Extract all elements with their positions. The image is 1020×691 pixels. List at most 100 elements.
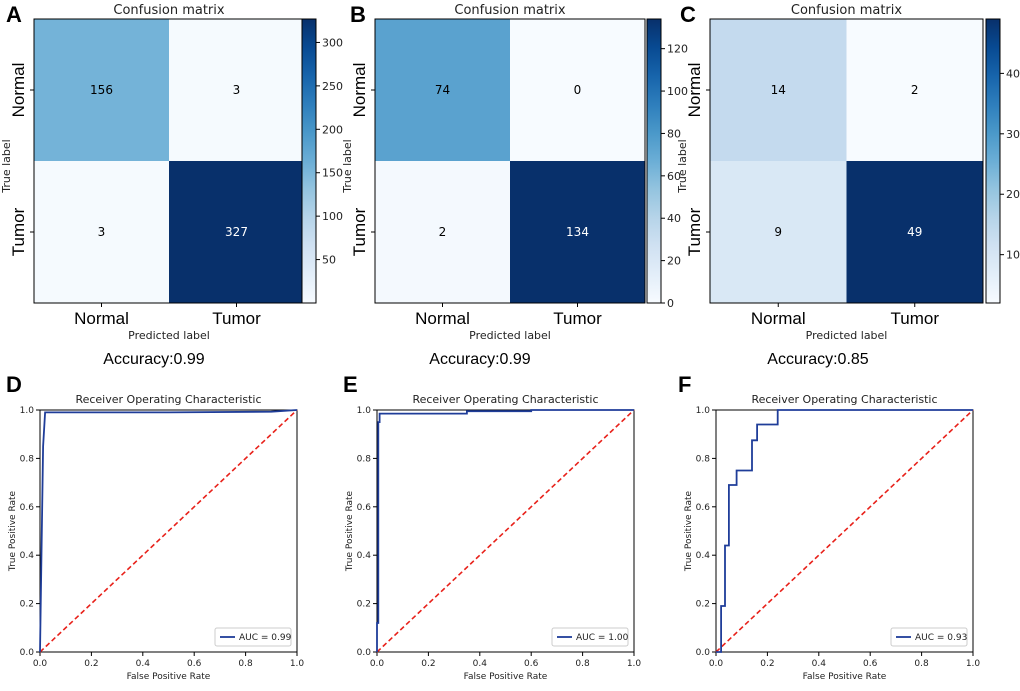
- cell-value: 9: [774, 225, 782, 239]
- roc-panel-e: E Receiver Operating Characteristic 0.00.0…: [343, 372, 641, 682]
- chart-title: Confusion matrix: [113, 3, 224, 18]
- colorbar: [985, 18, 1001, 304]
- cell-value: 2: [439, 225, 447, 239]
- colorbar-tick-label: 40: [667, 212, 681, 225]
- cell-value: 2: [911, 83, 919, 97]
- panel-letter: E: [343, 372, 358, 397]
- y-axis-label: True label: [676, 139, 689, 193]
- y-tick-label: 0.4: [20, 551, 35, 561]
- colorbar-tick-label: 80: [667, 127, 681, 140]
- plot-frame: [709, 18, 984, 304]
- legend: AUC = 0.93: [890, 627, 968, 647]
- plot-frame: [374, 18, 646, 304]
- cell-value: 14: [771, 83, 786, 97]
- x-tick-label: Normal: [751, 309, 806, 328]
- x-tick-label: 0.0: [33, 659, 48, 669]
- y-tick-label: Tumor: [9, 207, 28, 256]
- x-tick-label: 1.0: [627, 659, 642, 669]
- y-tick-label: 0.0: [696, 648, 711, 658]
- colorbar-tick-label: 150: [322, 167, 343, 180]
- legend-box: [551, 627, 629, 647]
- y-tick-label: Tumor: [685, 207, 704, 256]
- colorbar-tick-label: 100: [322, 210, 343, 223]
- colorbar: [646, 18, 662, 304]
- legend-label: AUC = 1.00: [576, 633, 629, 643]
- chance-line: [376, 409, 635, 653]
- legend-label: AUC = 0.93: [915, 633, 967, 643]
- y-tick-label: 1.0: [357, 406, 372, 416]
- x-tick-label: 0.2: [84, 659, 98, 669]
- matrix-cell: [169, 19, 304, 161]
- y-tick-label: 0.4: [696, 551, 711, 561]
- y-tick-label: 0.8: [20, 454, 35, 464]
- y-tick-label: 1.0: [696, 406, 711, 416]
- x-tick-label: 0.6: [187, 659, 202, 669]
- y-axis-label: True label: [0, 139, 13, 193]
- x-tick-label: 0.2: [421, 659, 435, 669]
- matrix-cell: [846, 161, 983, 303]
- y-tick-label: 0.2: [696, 600, 710, 610]
- y-axis-label: True Positive Rate: [345, 490, 355, 572]
- accuracy-caption: Accuracy:0.85: [767, 351, 868, 368]
- legend-box: [890, 627, 968, 647]
- x-tick-label: Tumor: [212, 309, 261, 328]
- chart-title: Confusion matrix: [791, 3, 902, 18]
- y-tick-label: Normal: [350, 63, 369, 118]
- cell-value: 156: [90, 83, 113, 97]
- chart-title: Receiver Operating Characteristic: [412, 393, 598, 406]
- y-tick-label: Normal: [685, 63, 704, 118]
- cell-value: 0: [574, 83, 582, 97]
- colorbar-tick-label: 60: [667, 170, 681, 183]
- matrix-cell: [34, 161, 169, 303]
- matrix-cell: [34, 19, 169, 161]
- y-tick-label: 0.0: [20, 648, 35, 658]
- colorbar: [301, 18, 317, 304]
- x-tick-label: 0.0: [370, 659, 385, 669]
- legend: AUC = 1.00: [551, 627, 629, 647]
- colorbar-tick-label: 10: [1006, 249, 1020, 262]
- colorbar-tick-label: 50: [322, 254, 336, 267]
- chart-title: Receiver Operating Characteristic: [751, 393, 937, 406]
- matrix-cell: [375, 161, 510, 303]
- roc-curve: [39, 409, 298, 653]
- roc-curve: [376, 409, 634, 652]
- roc-panel-f: F Receiver Operating Characteristic 0.00.0…: [678, 372, 980, 682]
- x-axis-label: Predicted label: [469, 329, 551, 342]
- x-tick-label: 1.0: [290, 659, 305, 669]
- cell-value: 134: [566, 225, 589, 239]
- colorbar-tick-label: 30: [1006, 128, 1020, 141]
- y-tick-label: 0.8: [357, 454, 372, 464]
- matrix-cell: [169, 161, 304, 303]
- cell-value: 327: [225, 225, 248, 239]
- x-tick-label: Normal: [415, 309, 470, 328]
- x-tick-label: 0.6: [524, 659, 539, 669]
- matrix-cell: [510, 161, 645, 303]
- x-tick-label: 1.0: [966, 659, 981, 669]
- chance-line: [39, 409, 298, 653]
- colorbar-tick-label: 40: [1006, 67, 1020, 80]
- y-tick-label: 0.8: [696, 454, 711, 464]
- x-tick-label: 0.8: [914, 659, 929, 669]
- colorbar-tick-label: 120: [667, 43, 688, 56]
- chart-title: Confusion matrix: [454, 3, 565, 18]
- y-axis-label: True Positive Rate: [684, 490, 694, 572]
- colorbar-tick-label: 0: [667, 297, 674, 310]
- x-tick-label: 0.4: [136, 659, 151, 669]
- matrix-cell: [375, 19, 510, 161]
- y-tick-label: 0.4: [357, 551, 372, 561]
- x-axis-label: False Positive Rate: [803, 672, 887, 682]
- y-tick-label: 0.6: [20, 503, 35, 513]
- panel-letter: C: [680, 2, 696, 27]
- accuracy-caption: Accuracy:0.99: [103, 351, 204, 368]
- y-tick-label: 0.2: [357, 600, 371, 610]
- y-tick-label: 1.0: [20, 406, 35, 416]
- chart-title: Receiver Operating Characteristic: [75, 393, 261, 406]
- x-tick-label: 0.8: [575, 659, 590, 669]
- y-tick-label: 0.0: [357, 648, 372, 658]
- cell-value: 3: [233, 83, 241, 97]
- matrix-cell: [510, 19, 645, 161]
- colorbar-tick-label: 250: [322, 80, 343, 93]
